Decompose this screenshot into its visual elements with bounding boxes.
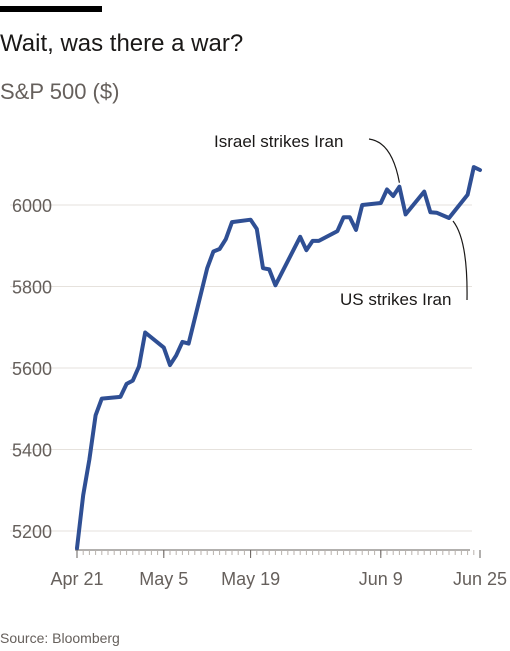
- brand-bar: [0, 6, 102, 12]
- series-layer: [75, 165, 482, 551]
- x-tick-label: May 19: [221, 569, 280, 589]
- y-tick-label: 5200: [12, 522, 52, 542]
- x-axis-labels: Apr 21 May 5 May 19 Jun 9 Jun 25: [50, 569, 507, 589]
- x-tick-label: Apr 21: [50, 569, 103, 589]
- y-tick-label: 5800: [12, 278, 52, 298]
- x-axis: [75, 549, 481, 558]
- y-axis-labels: 5200 5400 5600 5800 6000: [12, 196, 52, 542]
- y-tick-label: 5600: [12, 359, 52, 379]
- x-tick-label: Jun 25: [453, 569, 507, 589]
- chart-title: Wait, was there a war?: [0, 30, 244, 57]
- x-tick-label: Jun 9: [359, 569, 403, 589]
- series-line: [75, 165, 482, 551]
- annotation-leader: [368, 138, 400, 183]
- y-tick-label: 5400: [12, 441, 52, 461]
- y-tick-label: 6000: [12, 196, 52, 216]
- source-note: Source: Bloomberg: [0, 630, 120, 646]
- annotation-label: Israel strikes Iran: [214, 132, 343, 151]
- x-tick-label: May 5: [139, 569, 188, 589]
- annotation-leader: [452, 220, 468, 301]
- chart-subtitle: S&P 500 ($): [0, 79, 120, 104]
- gridlines: [10, 204, 472, 532]
- annotation-label: US strikes Iran: [340, 290, 451, 309]
- annotations: Israel strikes Iran US strikes Iran: [214, 132, 468, 309]
